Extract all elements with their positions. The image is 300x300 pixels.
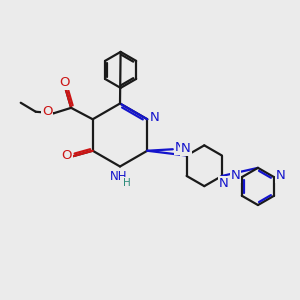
Text: N: N [181, 142, 191, 155]
Text: H: H [123, 178, 130, 188]
Text: N: N [219, 177, 228, 190]
Text: N: N [175, 141, 184, 154]
Text: N: N [276, 169, 286, 182]
Text: O: O [42, 105, 52, 118]
Text: N: N [230, 169, 240, 182]
Text: O: O [61, 149, 72, 162]
Text: NH: NH [110, 169, 127, 183]
Text: N: N [150, 111, 160, 124]
Text: O: O [59, 76, 70, 89]
